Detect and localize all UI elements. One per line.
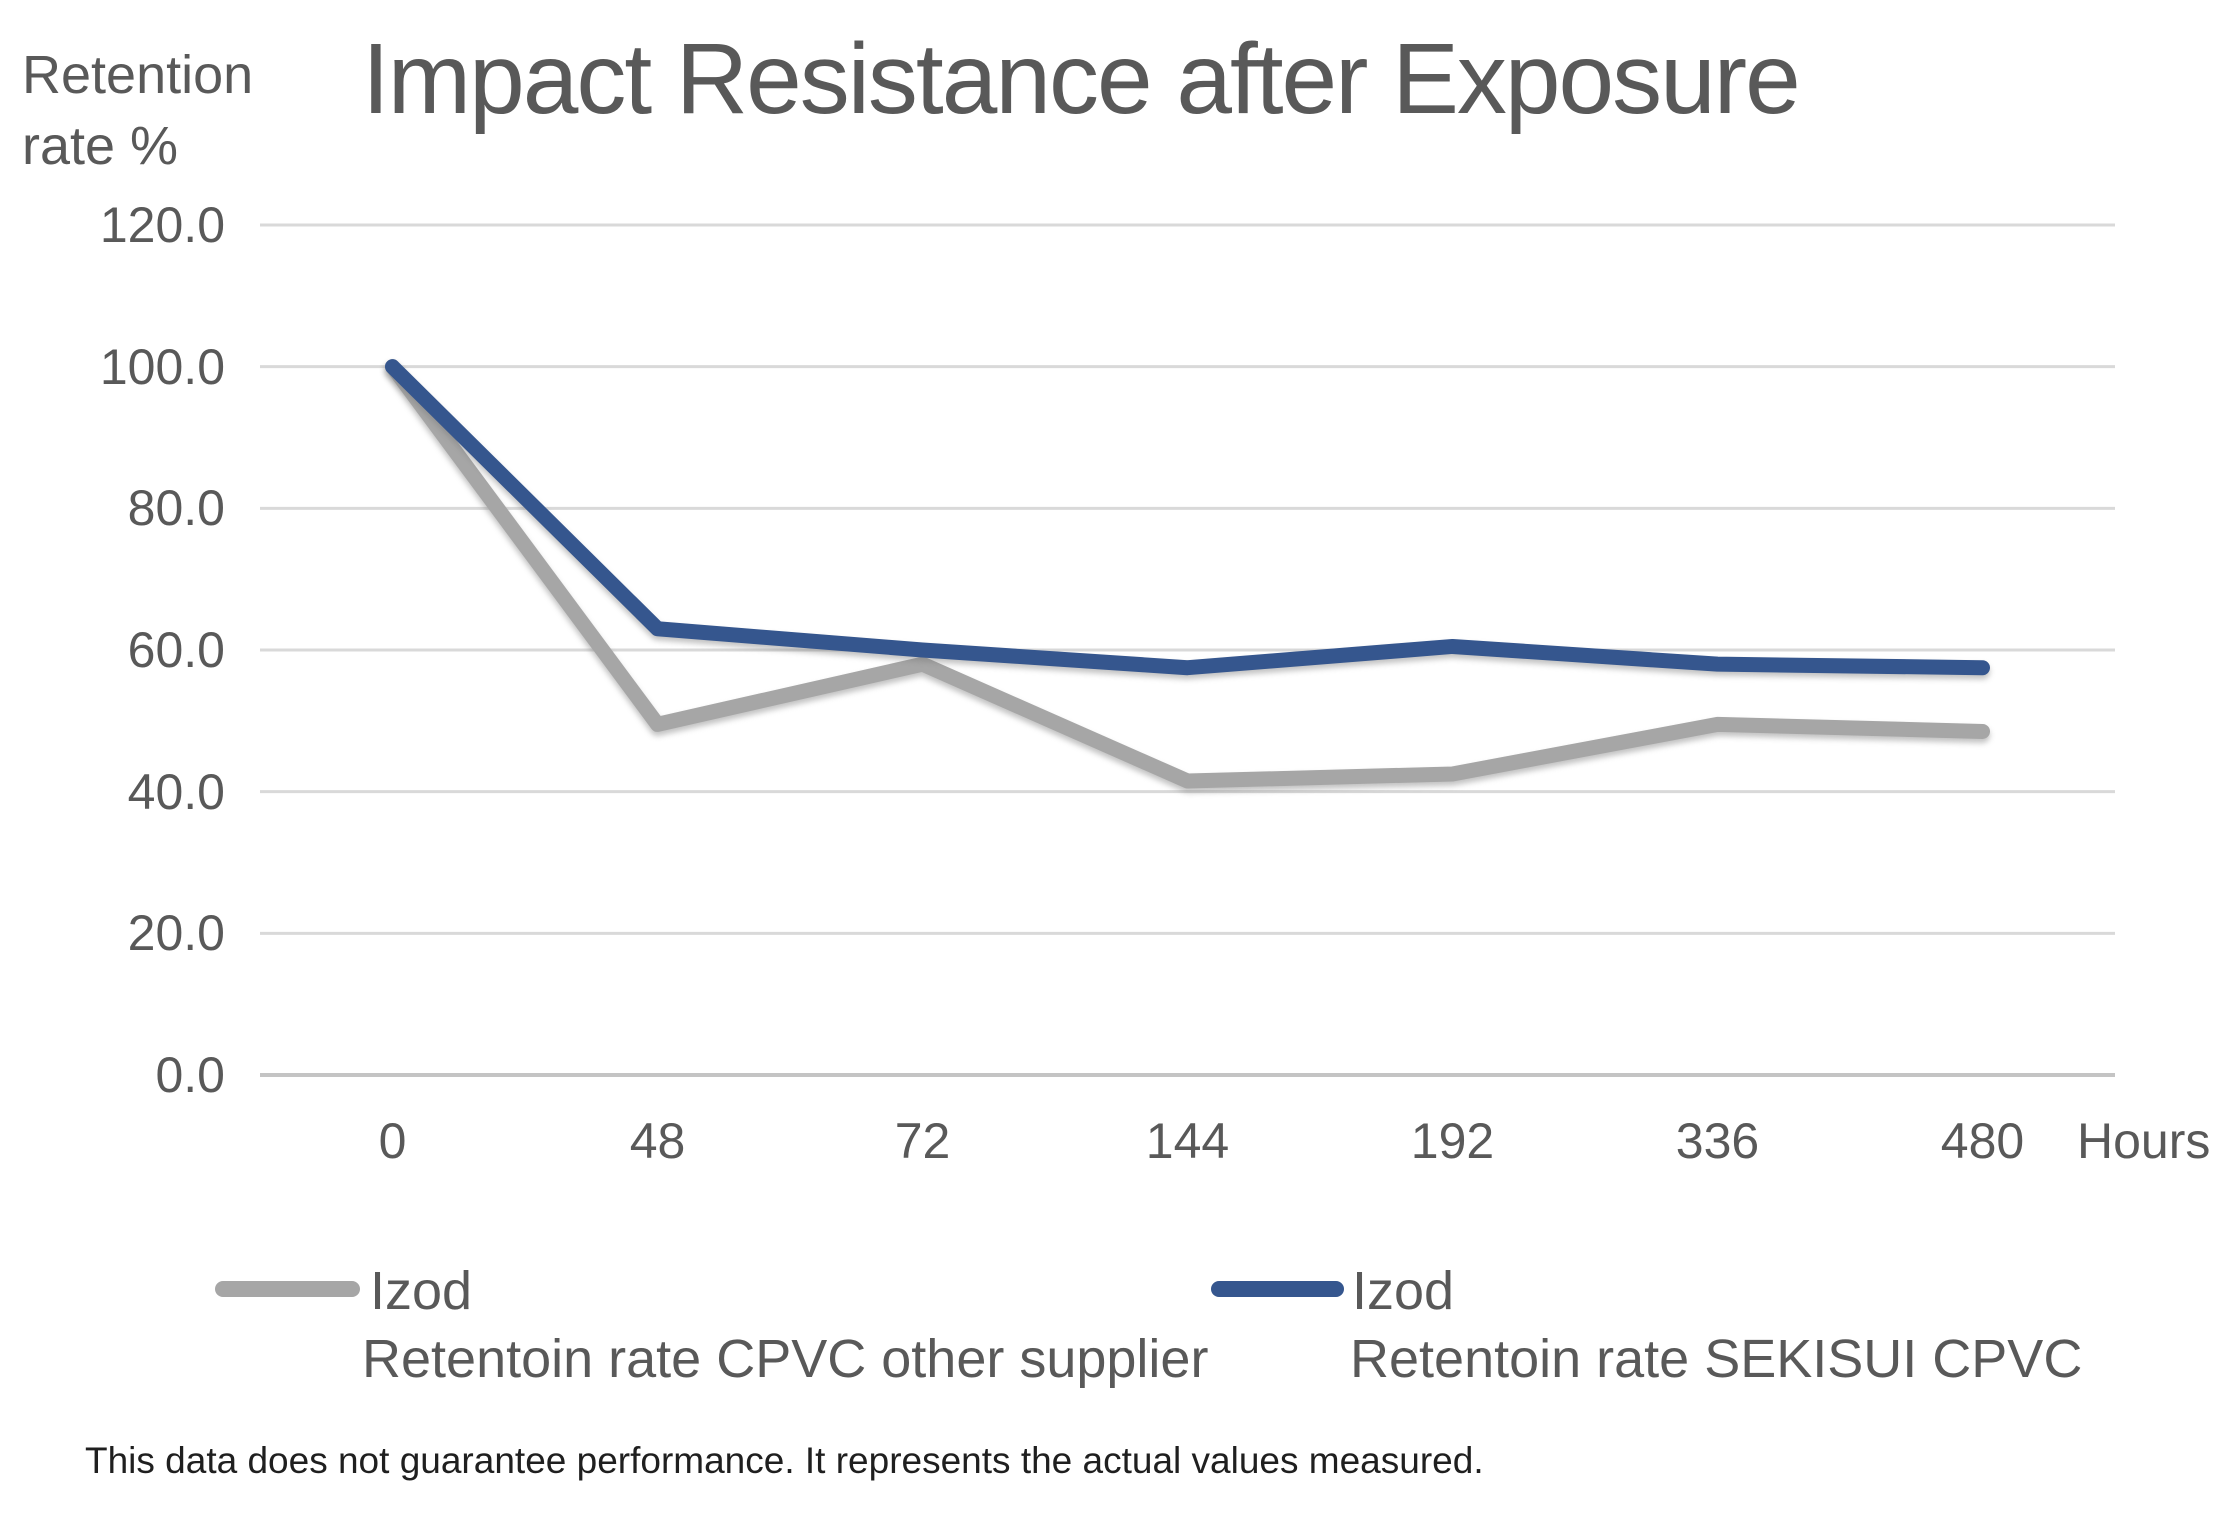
x-tick-label: 192 bbox=[1410, 1113, 1495, 1169]
series-line-other-supplier bbox=[385, 359, 1990, 789]
x-tick-label: 0 bbox=[378, 1113, 407, 1169]
legend-swatch-other-supplier bbox=[215, 1281, 360, 1297]
x-tick-label: 144 bbox=[1145, 1113, 1230, 1169]
x-tick-label: 336 bbox=[1675, 1113, 1760, 1169]
legend-sublabel-sekisui: Retentoin rate SEKISUI CPVC bbox=[1350, 1329, 2083, 1389]
legend-swatch-sekisui bbox=[1211, 1281, 1344, 1297]
y-tick-label: 100.0 bbox=[99, 338, 225, 395]
y-axis-title: Retention rate % bbox=[22, 40, 253, 183]
series-line-sekisui bbox=[385, 359, 1990, 676]
x-tick-label: 48 bbox=[629, 1113, 686, 1169]
y-tick-label: 40.0 bbox=[127, 763, 225, 820]
legend-label-other-supplier: Izod bbox=[370, 1261, 473, 1321]
x-tick-label: 72 bbox=[894, 1113, 951, 1169]
y-tick-label: 0.0 bbox=[155, 1047, 225, 1103]
y-tick-label: 60.0 bbox=[127, 622, 225, 678]
legend-sublabel-other-supplier: Retentoin rate CPVC other supplier bbox=[362, 1329, 1209, 1389]
y-axis-title-line2: rate % bbox=[22, 116, 179, 177]
footnote: This data does not guarantee performance… bbox=[85, 1440, 1484, 1481]
x-tick-label: 480 bbox=[1940, 1113, 2025, 1169]
x-axis-unit-label: Hours bbox=[2077, 1113, 2211, 1169]
y-axis-title-line1: Retention bbox=[22, 45, 254, 105]
legend-label-sekisui: Izod bbox=[1352, 1261, 1455, 1321]
y-tick-label: 20.0 bbox=[127, 905, 225, 962]
chart-title: Impact Resistance after Exposure bbox=[362, 23, 1801, 135]
y-tick-label: 80.0 bbox=[127, 480, 225, 537]
y-tick-label: 120.0 bbox=[99, 197, 225, 253]
